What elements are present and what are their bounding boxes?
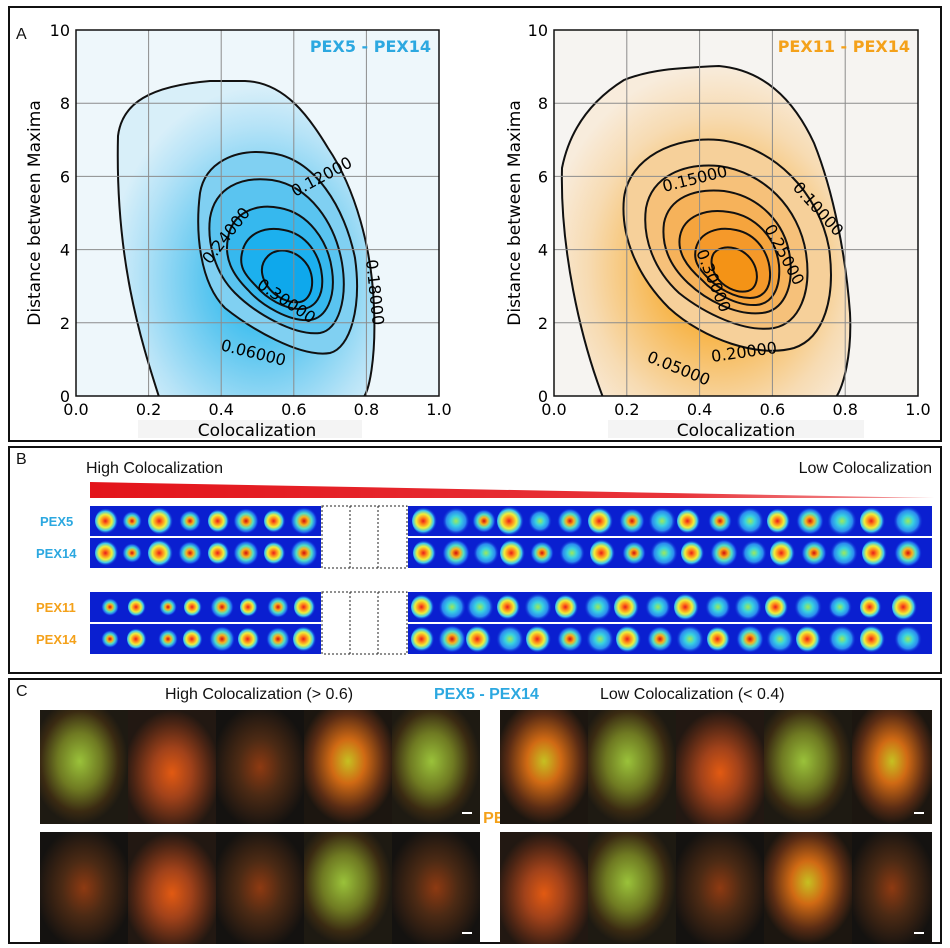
xlabel-backdrop: [138, 420, 362, 438]
low-colocalization-label: Low Colocalization: [798, 460, 932, 477]
y-tick: 6: [60, 167, 70, 186]
y-tick: 2: [60, 314, 70, 333]
y-tick: 8: [60, 94, 70, 113]
y-tick: 4: [538, 241, 548, 260]
panel-b: B High Colocalization Low Colocalization…: [8, 446, 942, 674]
panel-a-letter: A: [16, 26, 27, 43]
micrograph-row-pex11-high: [40, 832, 480, 944]
pair-label-pex5-pex14: PEX5 - PEX14: [434, 686, 539, 703]
high-colocalization-label: High Colocalization: [86, 460, 223, 477]
plot-title: PEX11 - PEX14: [778, 37, 910, 56]
y-tick: 2: [538, 314, 548, 333]
plot-frame: [75, 29, 440, 397]
grid-lines: [76, 30, 439, 396]
low-colocalization-caption: Low Colocalization (< 0.4): [600, 686, 785, 703]
y-tick: 10: [528, 21, 548, 40]
x-axis-label: Colocalization: [198, 421, 317, 441]
x-tick: 1.0: [905, 400, 930, 419]
heatmap-strips: [90, 505, 932, 655]
micrograph-row-pex11-low: [500, 832, 932, 944]
x-tick: 0.2: [614, 400, 639, 419]
grid-lines: [554, 30, 918, 396]
y-tick: 10: [50, 21, 70, 40]
row-label-pex5: PEX5: [40, 514, 74, 529]
x-tick: 1.0: [426, 400, 451, 419]
colocalization-gradient-wedge: [90, 482, 934, 498]
y-tick: 8: [538, 94, 548, 113]
x-tick: 0.0: [541, 400, 566, 419]
x-tick: 0.8: [832, 400, 857, 419]
x-tick: 0.2: [136, 400, 161, 419]
x-tick: 0.4: [208, 400, 233, 419]
y-tick: 0: [538, 387, 548, 406]
y-tick: 6: [538, 167, 548, 186]
row-label-pex11: PEX11: [36, 600, 76, 615]
y-axis-label: Distance between Maxima: [25, 100, 45, 326]
contour-0-30: [260, 249, 314, 304]
row-label-pex14-orange: PEX14: [36, 632, 77, 647]
strip-row-pex14-orange: [90, 624, 932, 654]
plot-title: PEX5 - PEX14: [310, 37, 431, 56]
y-axis-label: Distance between Maxima: [505, 100, 525, 326]
x-tick: 0.6: [760, 400, 785, 419]
contour-0-30: [710, 246, 758, 293]
strip-row-pex14: [90, 538, 932, 568]
strip-row-pex11: [90, 592, 932, 622]
omitted-cells-placeholder: [321, 505, 408, 655]
density-plot-pex11-pex14: 0.15000 0.10000 0.25000 0.30000 0.20000 …: [505, 21, 931, 441]
x-axis-label: Colocalization: [677, 421, 796, 441]
high-colocalization-caption: High Colocalization (> 0.6): [165, 686, 354, 703]
microscopy-image-grid: [40, 710, 932, 944]
y-tick: 4: [60, 241, 70, 260]
x-tick: 0.4: [687, 400, 712, 419]
micrograph-row-pex5-high: [40, 710, 480, 824]
x-tick: 0.8: [354, 400, 379, 419]
xlabel-backdrop: [608, 420, 864, 438]
density-plot-pex5-pex14: 0.12000 0.24000 0.30000 0.18000 0.06000 …: [25, 21, 452, 441]
y-tick: 0: [60, 387, 70, 406]
panel-a: A: [8, 6, 942, 442]
panel-c: C High Colocalization (> 0.6) PEX5 - PEX…: [8, 678, 942, 944]
panel-c-letter: C: [16, 683, 28, 700]
x-tick: 0.6: [281, 400, 306, 419]
strip-row-pex5: [90, 506, 932, 536]
plot-frame: [553, 29, 919, 397]
row-label-pex14: PEX14: [36, 546, 77, 561]
x-tick: 0.0: [63, 400, 88, 419]
panel-b-letter: B: [16, 451, 27, 468]
micrograph-row-pex5-low: [500, 710, 932, 824]
